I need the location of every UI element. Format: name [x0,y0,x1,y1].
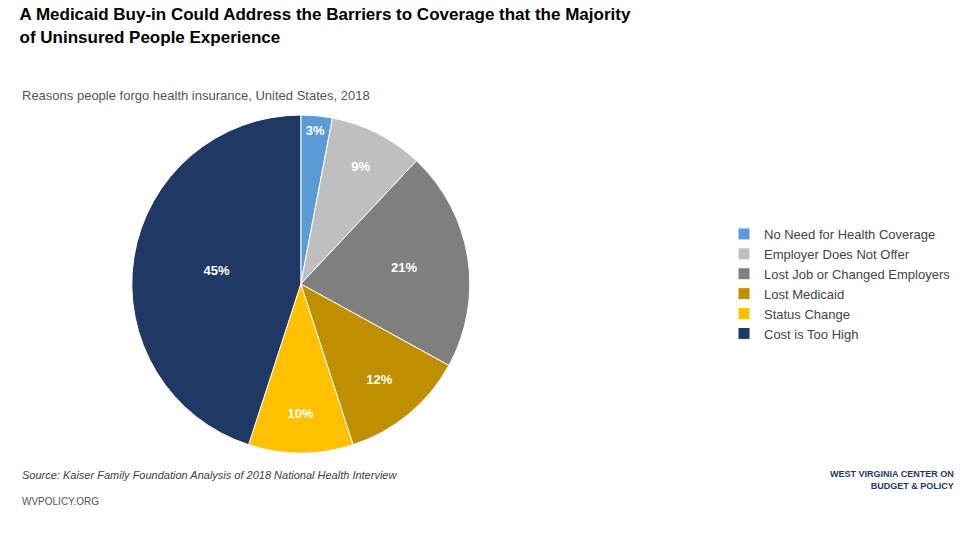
svg-text:Lost Job or Changed Employers: Lost Job or Changed Employers [764,267,950,282]
svg-text:Employer Does Not Offer: Employer Does Not Offer [764,247,910,262]
svg-text:3%: 3% [306,123,325,138]
svg-text:WVPOLICY.ORG: WVPOLICY.ORG [22,496,99,507]
svg-text:21%: 21% [391,260,417,275]
svg-text:Status Change: Status Change [764,307,850,322]
svg-text:10%: 10% [288,406,314,421]
svg-text:Lost Medicaid: Lost Medicaid [764,287,844,302]
svg-text:Cost is Too High: Cost is Too High [764,327,858,342]
svg-text:No Need for Health Coverage: No Need for Health Coverage [764,227,935,242]
svg-text:45%: 45% [204,263,230,278]
svg-text:A Medicaid Buy-in Could Addres: A Medicaid Buy-in Could Address the Barr… [20,5,631,46]
svg-text:Source: Kaiser Family Foundati: Source: Kaiser Family Foundation Analysi… [22,469,397,481]
svg-text:9%: 9% [351,159,370,174]
svg-text:Reasons people forgo health in: Reasons people forgo health insurance, U… [22,88,370,103]
svg-text:WEST VIRGINIA CENTER ONBUDGET: WEST VIRGINIA CENTER ONBUDGET & POLICY [830,469,954,491]
svg-text:12%: 12% [366,372,392,387]
